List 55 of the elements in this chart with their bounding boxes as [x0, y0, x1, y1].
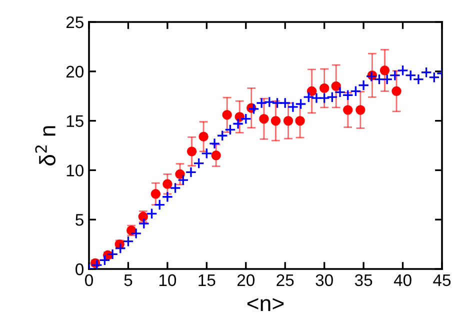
x-tick-label: 40 [394, 274, 412, 286]
point [146, 208, 158, 220]
point [200, 148, 212, 160]
x-tick-label: 5 [124, 274, 132, 286]
point [283, 116, 294, 126]
point [374, 74, 385, 85]
point [343, 105, 353, 115]
point [177, 174, 189, 186]
x-tick-label: 15 [198, 274, 216, 286]
x-tick-label: 30 [316, 274, 333, 286]
point [186, 146, 197, 156]
x-tick-label: 25 [276, 274, 294, 286]
point [318, 92, 330, 104]
x-tick-label: 35 [354, 274, 372, 286]
point [222, 110, 232, 120]
y-tick-label: 5 [76, 214, 84, 226]
point [392, 86, 402, 96]
x-tick-label: 45 [433, 274, 451, 286]
y-tick-label: 10 [66, 164, 84, 176]
point [198, 132, 208, 142]
point [211, 150, 221, 160]
point [130, 228, 142, 240]
point [193, 158, 205, 169]
y-tick-label: 25 [66, 16, 84, 28]
point [428, 72, 440, 84]
point [208, 138, 220, 150]
point [295, 116, 305, 126]
y-tick-label: 15 [66, 115, 84, 128]
y-tick-label: 20 [66, 66, 84, 78]
point [150, 189, 161, 199]
point [175, 169, 185, 180]
x-tick-label: 0 [85, 274, 93, 286]
point [170, 182, 181, 194]
x-tick-label: 20 [237, 274, 255, 286]
point [270, 116, 281, 126]
y-tick-label: 0 [76, 263, 84, 276]
point [356, 105, 366, 115]
point [138, 218, 150, 230]
point [154, 199, 166, 210]
point [272, 97, 283, 109]
point [185, 166, 197, 178]
x-tick-label: 10 [159, 274, 176, 286]
point [319, 83, 330, 94]
x-axis-title: <n> [247, 298, 284, 312]
point [162, 191, 174, 203]
point [404, 70, 416, 82]
point [331, 81, 341, 92]
point [264, 96, 276, 108]
y-axis-title: δ$^{2}$ n [35, 126, 56, 166]
point [162, 179, 172, 189]
point [259, 114, 269, 124]
point [279, 97, 291, 109]
point [306, 86, 317, 96]
point [380, 66, 390, 76]
point [310, 92, 322, 104]
